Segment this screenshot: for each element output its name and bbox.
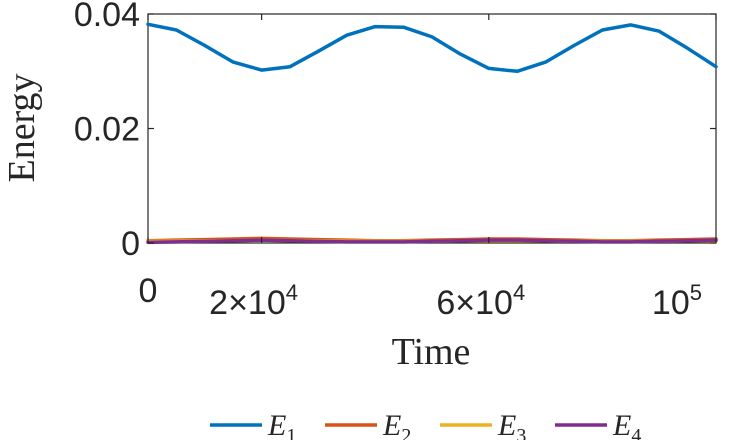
y-axis-label: Energy <box>1 73 43 182</box>
x-axis-label: Time <box>392 331 471 373</box>
x-tick-label: 2×104 <box>209 280 298 322</box>
legend-label-e4: E4 <box>612 409 641 440</box>
x-axis-ticks: 0 2×104 6×104 105 <box>139 14 717 322</box>
legend-label-e3: E3 <box>497 409 526 440</box>
x-tick-label: 105 <box>652 280 702 322</box>
plot-frame <box>147 13 717 244</box>
y-tick-label: 0.04 <box>74 0 140 34</box>
series-line-e1 <box>146 22 718 74</box>
legend: E1 E2 E3 E4 <box>210 409 641 440</box>
legend-label-e1: E1 <box>267 409 296 440</box>
y-axis-ticks: 0 0.02 0.04 <box>74 0 716 263</box>
y-tick-label: 0 <box>121 225 140 263</box>
x-tick-label: 6×104 <box>436 280 525 322</box>
plot-area <box>147 13 717 244</box>
legend-label-e2: E2 <box>382 409 411 440</box>
x-tick-label: 0 <box>139 272 158 310</box>
y-tick-label: 0.02 <box>74 111 140 149</box>
series-line-e4 <box>146 238 718 245</box>
series-lines <box>146 22 718 245</box>
